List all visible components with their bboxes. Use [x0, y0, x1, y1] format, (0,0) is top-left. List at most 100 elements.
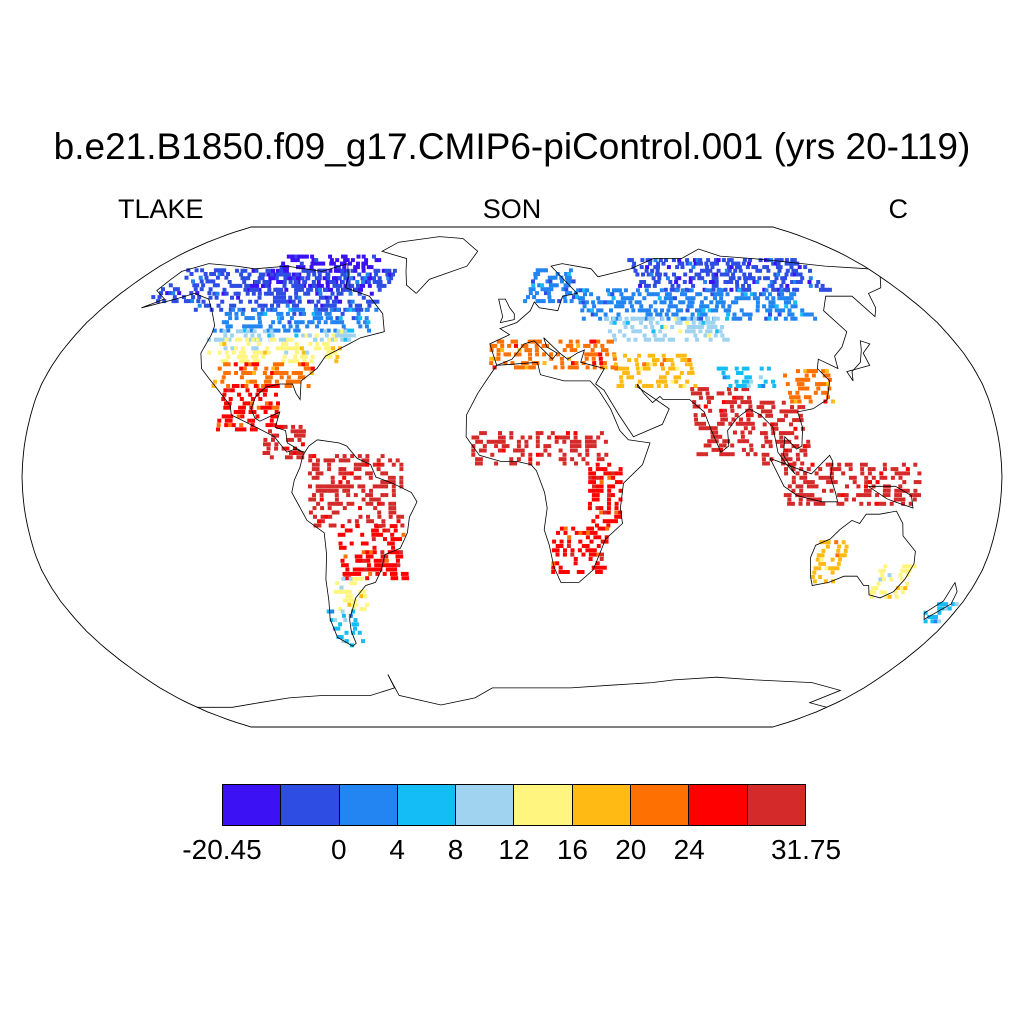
- lake-cell-siberia-north: [702, 268, 707, 273]
- lake-cell-india: [690, 391, 695, 396]
- lake-cell-middle-east: [679, 353, 684, 358]
- lake-cell-mediterranean: [575, 339, 580, 344]
- lake-cell-scandinavia: [545, 279, 550, 284]
- lake-cell-east-africa: [606, 523, 611, 528]
- lake-cell-arctic-canada: [299, 261, 304, 266]
- lake-cell-mediterranean: [549, 352, 554, 357]
- lake-cell-indonesia: [852, 480, 857, 485]
- lake-cell-siberia-north: [754, 265, 759, 270]
- lake-cell-scandinavia: [549, 287, 554, 292]
- lake-cell-russia-central: [622, 300, 627, 305]
- lake-cell-argentina: [337, 589, 342, 594]
- lake-cell-siberia-north: [742, 258, 747, 263]
- lake-cell-sahel: [566, 435, 570, 440]
- lake-cell-scandinavia: [563, 299, 568, 304]
- lake-cell-india: [703, 443, 708, 448]
- lake-cell-northern-canada: [372, 299, 377, 304]
- lake-cell-india: [718, 434, 723, 439]
- lake-cell-russia-central: [761, 292, 766, 297]
- lake-cell-sahel: [505, 444, 510, 449]
- lake-cell-south-brazil: [355, 524, 360, 529]
- lake-cell-east-china: [826, 382, 830, 387]
- lake-cell-amazon: [313, 514, 317, 519]
- lake-cell-southern-canada: [330, 320, 335, 325]
- lake-cell-canada-border: [340, 337, 345, 342]
- lake-cell-southern-canada: [266, 307, 271, 312]
- lake-cell-northern-canada: [303, 280, 308, 284]
- lake-cell-russia-central: [695, 292, 700, 297]
- lake-cell-russia-central: [710, 292, 715, 297]
- lake-cell-central-asia: [622, 320, 627, 325]
- lake-cell-central-asia: [660, 325, 665, 329]
- lake-cell-northern-canada: [271, 268, 275, 273]
- lake-cell-southern-africa: [573, 557, 578, 561]
- lake-cell-east-africa: [592, 484, 596, 489]
- lake-cell-southeast-asia: [779, 435, 784, 440]
- lake-cell-india: [711, 447, 716, 452]
- lake-cell-indonesia: [802, 493, 807, 498]
- lake-cell-siberia-north: [652, 283, 657, 288]
- lake-cell-east-china: [828, 377, 832, 382]
- lake-cell-russia-central: [784, 304, 789, 309]
- lake-cell-west-australia: [823, 579, 828, 584]
- lake-cell-northern-canada: [243, 287, 248, 292]
- lake-cell-middle-east: [663, 379, 668, 384]
- lake-cell-alaska: [168, 283, 173, 288]
- lake-cell-scandinavia: [531, 283, 536, 288]
- lake-cell-middle-east: [642, 362, 647, 367]
- colorbar-box-4: [456, 785, 515, 825]
- lake-cell-southern-canada: [336, 320, 341, 325]
- lake-cell-russia-central: [793, 304, 798, 309]
- lake-cell-amazon: [376, 484, 381, 489]
- lake-cell-northern-canada: [376, 268, 381, 273]
- lake-cell-northern-canada: [276, 287, 281, 292]
- lake-cell-arctic-canada: [311, 258, 316, 263]
- lake-cell-southern-canada: [355, 307, 360, 312]
- lake-cell-sahel: [570, 457, 575, 462]
- lake-cell-southern-africa: [555, 561, 560, 566]
- lake-cell-indonesia: [913, 488, 918, 493]
- lake-cell-northern-canada: [379, 283, 384, 288]
- lake-cell-middle-east: [630, 375, 634, 380]
- lake-cell-india: [714, 434, 719, 439]
- lake-cell-russia-central: [653, 308, 658, 313]
- lake-cell-amazon: [357, 467, 362, 472]
- lake-cell-russia-central: [774, 316, 778, 321]
- lake-cell-arctic-canada: [302, 283, 307, 288]
- lake-cell-siberia-north: [774, 276, 779, 281]
- lake-cell-indonesia: [810, 462, 815, 467]
- lake-cell-northern-canada: [307, 299, 312, 304]
- lake-cell-siberia-north: [656, 261, 661, 266]
- lake-cell-west-australia: [830, 570, 835, 575]
- lake-cell-northern-canada: [309, 268, 314, 273]
- lake-cell-sahel: [479, 439, 483, 444]
- lake-cell-northern-canada: [347, 287, 352, 292]
- lake-cell-alaska: [168, 291, 173, 296]
- lake-cell-southern-africa: [589, 530, 594, 535]
- lake-temperature-cells: [151, 254, 959, 648]
- lake-cell-amazon: [308, 484, 312, 489]
- colorbar-box-5: [514, 785, 573, 825]
- lake-cell-northern-canada: [282, 295, 287, 300]
- lake-cell-russia-central: [675, 308, 680, 313]
- lake-cell-alaska: [192, 283, 197, 288]
- lake-cell-russia-central: [680, 292, 684, 297]
- lake-cell-sahel: [573, 448, 578, 453]
- lake-cell-us-north: [313, 337, 318, 342]
- lake-cell-east-africa: [595, 467, 600, 472]
- lake-cell-amazon: [353, 462, 358, 467]
- lake-cell-southern-africa: [600, 552, 604, 557]
- lake-cell-northern-canada: [353, 287, 358, 292]
- lake-cell-india: [726, 387, 731, 392]
- lake-cell-mexico: [247, 418, 252, 423]
- lake-cell-central-america: [288, 455, 293, 460]
- lake-cell-southern-africa: [596, 544, 601, 548]
- lake-cell-middle-east: [656, 379, 660, 384]
- lake-cell-scandinavia: [526, 295, 530, 300]
- lake-cell-south-brazil: [390, 541, 395, 546]
- lake-cell-south-brazil: [364, 541, 369, 546]
- lake-cell-southeast-asia: [768, 439, 773, 444]
- lake-cell-south-brazil: [344, 563, 349, 568]
- lake-cell-sahel: [543, 448, 548, 453]
- lake-cell-russia-central: [589, 292, 594, 297]
